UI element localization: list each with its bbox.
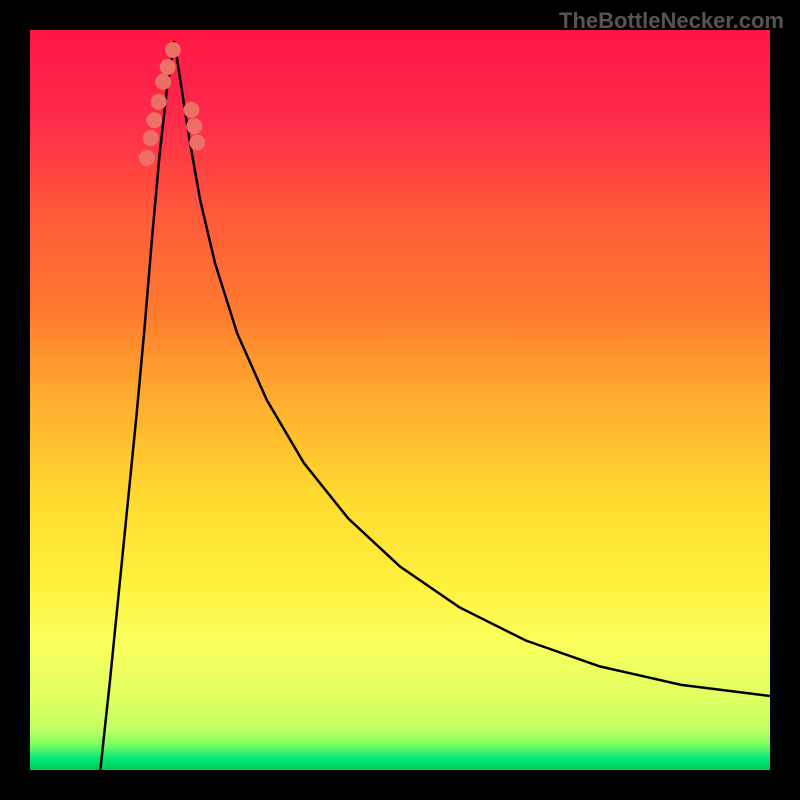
plot-area (30, 30, 770, 770)
marker-point (160, 59, 176, 75)
marker-point (139, 150, 155, 166)
chart-canvas: TheBottleNecker.com (0, 0, 800, 800)
marker-point (189, 134, 205, 150)
marker-point (143, 130, 159, 146)
marker-point (165, 42, 181, 58)
chart-svg (30, 30, 770, 770)
marker-point (146, 112, 162, 128)
gradient-background (30, 30, 770, 770)
marker-point (155, 74, 171, 90)
marker-point (186, 118, 202, 134)
watermark: TheBottleNecker.com (559, 8, 784, 34)
marker-point (151, 94, 167, 110)
marker-point (183, 102, 199, 118)
